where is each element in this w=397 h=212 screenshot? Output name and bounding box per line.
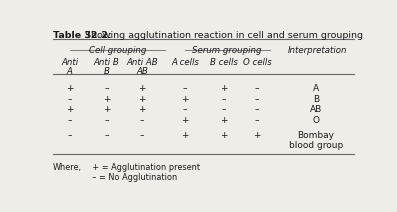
Text: +: + <box>181 116 189 125</box>
Text: +: + <box>66 84 73 93</box>
Text: Where,: Where, <box>53 163 82 172</box>
Text: Interpretation: Interpretation <box>287 46 347 55</box>
Text: O cells: O cells <box>243 58 272 67</box>
Text: Anti B: Anti B <box>94 58 119 67</box>
Text: +: + <box>138 95 146 104</box>
Text: Showing agglutination reaction in cell and serum grouping: Showing agglutination reaction in cell a… <box>82 31 363 40</box>
Text: +: + <box>181 131 189 140</box>
Text: +: + <box>220 84 227 93</box>
Text: + = Agglutination present: + = Agglutination present <box>87 163 200 172</box>
Text: – = No Agglutination: – = No Agglutination <box>87 173 177 182</box>
Text: –: – <box>255 116 260 125</box>
Text: +: + <box>181 95 189 104</box>
Text: –: – <box>104 131 109 140</box>
Text: –: – <box>67 131 72 140</box>
Text: Anti AB: Anti AB <box>126 58 158 67</box>
Text: +: + <box>220 131 227 140</box>
Text: –: – <box>221 95 226 104</box>
Text: B: B <box>313 95 319 104</box>
Text: –: – <box>255 105 260 114</box>
Text: –: – <box>104 116 109 125</box>
Text: +: + <box>138 105 146 114</box>
Text: A: A <box>67 67 73 76</box>
Text: Cell grouping: Cell grouping <box>89 46 146 55</box>
Text: AB: AB <box>136 67 148 76</box>
Text: –: – <box>183 84 187 93</box>
Text: –: – <box>67 116 72 125</box>
Text: –: – <box>255 84 260 93</box>
Text: B: B <box>104 67 110 76</box>
Text: +: + <box>103 105 110 114</box>
Text: A cells: A cells <box>171 58 199 67</box>
Text: +: + <box>66 105 73 114</box>
Text: –: – <box>104 84 109 93</box>
Text: +: + <box>103 95 110 104</box>
Text: AB: AB <box>310 105 322 114</box>
Text: Anti: Anti <box>61 58 78 67</box>
Text: O: O <box>312 116 319 125</box>
Text: +: + <box>138 84 146 93</box>
Text: –: – <box>183 105 187 114</box>
Text: –: – <box>67 95 72 104</box>
Text: Serum grouping: Serum grouping <box>192 46 261 55</box>
Text: –: – <box>140 131 144 140</box>
Text: –: – <box>221 105 226 114</box>
Text: –: – <box>255 95 260 104</box>
Text: +: + <box>254 131 261 140</box>
Text: B cells: B cells <box>210 58 237 67</box>
Text: A: A <box>313 84 319 93</box>
Text: Table 32.2:: Table 32.2: <box>53 31 111 40</box>
Text: –: – <box>140 116 144 125</box>
Text: +: + <box>220 116 227 125</box>
Text: Bombay
blood group: Bombay blood group <box>289 131 343 150</box>
